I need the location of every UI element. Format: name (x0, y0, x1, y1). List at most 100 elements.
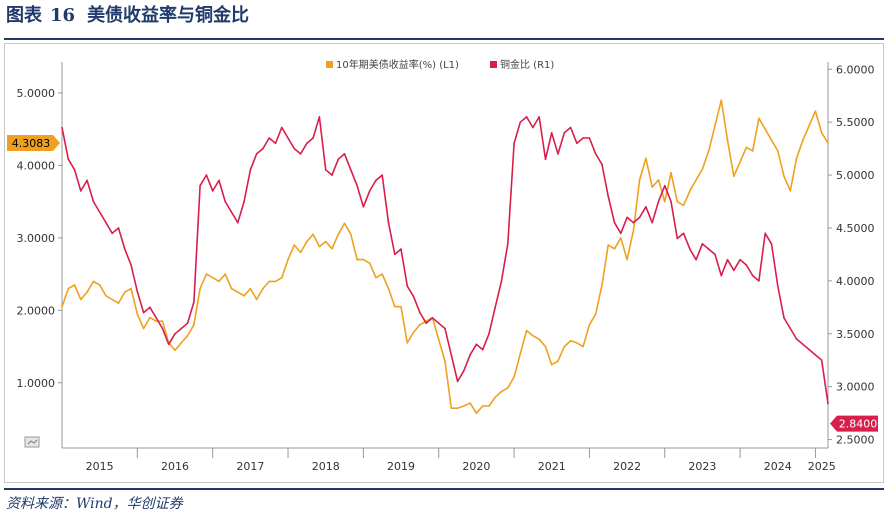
copper-gold-point (136, 290, 139, 293)
yield-point (519, 353, 522, 355)
yield-point (783, 175, 785, 178)
copper-gold-point (155, 317, 157, 319)
copper-gold-point (61, 126, 63, 129)
yield-point (124, 291, 126, 293)
copper-gold-point (739, 258, 741, 261)
yield-point (745, 146, 748, 149)
yield-point (456, 407, 459, 410)
left-tick-label: 3.0000 (17, 232, 56, 245)
yield-point (61, 305, 63, 308)
copper-gold-point (544, 158, 547, 160)
yield-point (582, 345, 584, 348)
yield-point (557, 360, 559, 362)
series-line-yield (61, 99, 829, 414)
yield-point (707, 150, 710, 152)
yield-point (758, 117, 760, 120)
yield-point (733, 175, 735, 178)
copper-gold-point (444, 327, 446, 330)
copper-gold-point (362, 206, 365, 208)
x-tick-label: 2021 (538, 460, 566, 473)
yield-point (676, 200, 679, 203)
copper-gold-point (519, 121, 522, 123)
copper-gold-point (563, 132, 566, 134)
copper-gold-point (124, 248, 126, 250)
copper-gold-point (425, 322, 428, 325)
yield-point (682, 204, 685, 207)
copper-gold-point (777, 285, 779, 287)
copper-gold-point (73, 169, 76, 171)
copper-gold-point (532, 126, 534, 129)
chart-toggle-icon[interactable] (24, 436, 40, 448)
yield-point (130, 287, 132, 290)
yield-point (180, 342, 183, 344)
yield-point (513, 376, 515, 378)
yield-point (588, 324, 591, 326)
copper-gold-point (676, 237, 679, 240)
yield-point (657, 179, 660, 181)
yield-point (205, 273, 208, 275)
yield-point (613, 248, 616, 250)
yield-point (299, 251, 302, 254)
right-tick-label: 2.5000 (836, 434, 875, 447)
yield-point (632, 229, 635, 232)
copper-gold-point (620, 232, 622, 235)
yield-point (607, 244, 609, 246)
copper-gold-point (312, 137, 314, 139)
yield-point (368, 262, 371, 264)
copper-gold-point (626, 216, 628, 219)
copper-gold-point (588, 137, 591, 139)
copper-gold-point (695, 258, 697, 261)
copper-gold-point (613, 221, 616, 224)
x-tick-label: 2016 (161, 460, 189, 473)
yield-last-value-flag (7, 134, 60, 151)
yield-point (463, 405, 465, 407)
copper-gold-point (337, 158, 340, 160)
yield-point (306, 240, 308, 243)
yield-point (412, 331, 415, 333)
copper-gold-point (98, 211, 101, 213)
copper-gold-point (569, 126, 572, 129)
yield-point (337, 233, 340, 236)
copper-gold-point (186, 322, 189, 325)
axes-layer: 1.0000 2.0000 3.0000 4.0000 5.0000 2.5000 3.00… (17, 62, 875, 473)
copper-gold-point (86, 179, 88, 182)
copper-gold-point (80, 190, 82, 192)
copper-gold-point (318, 116, 321, 118)
yield-point (808, 124, 810, 127)
copper-gold-point (582, 137, 584, 139)
x-tick-label: 2025 (808, 460, 836, 473)
copper-gold-point (149, 306, 151, 309)
x-tick-label: 2024 (764, 460, 792, 473)
yield-point (149, 316, 151, 319)
yield-point (142, 327, 145, 330)
copper-gold-point (689, 248, 691, 250)
copper-gold-point (167, 343, 170, 346)
copper-gold-last-value-flag (830, 415, 878, 432)
legend-label-yield: 10年期美债收益率(%) (L1) (336, 58, 459, 71)
yield-point (419, 324, 421, 326)
left-tick-label: 1.0000 (17, 377, 56, 390)
copper-gold-point (456, 380, 459, 383)
copper-gold-point (281, 126, 283, 129)
copper-gold-point (287, 137, 289, 139)
copper-gold-point (193, 301, 195, 303)
yield-point (406, 342, 409, 344)
copper-gold-point (180, 327, 183, 330)
yield-point (450, 407, 453, 410)
yield-point (594, 313, 597, 315)
copper-gold-point (356, 184, 358, 187)
yield-point (739, 161, 741, 163)
yield-point (375, 276, 377, 279)
copper-gold-point (475, 343, 478, 346)
copper-gold-point (262, 147, 264, 150)
yield-point (394, 305, 396, 308)
yield-point (701, 168, 704, 170)
copper-gold-point (783, 317, 785, 319)
copper-gold-point (820, 359, 823, 362)
value-flags: 4.3083 2.8400 (7, 134, 878, 432)
yield-point (237, 291, 239, 293)
right-tick-label: 4.0000 (836, 275, 875, 288)
copper-gold-point (714, 253, 716, 256)
copper-gold-point (789, 327, 792, 330)
yield-point (343, 222, 346, 225)
